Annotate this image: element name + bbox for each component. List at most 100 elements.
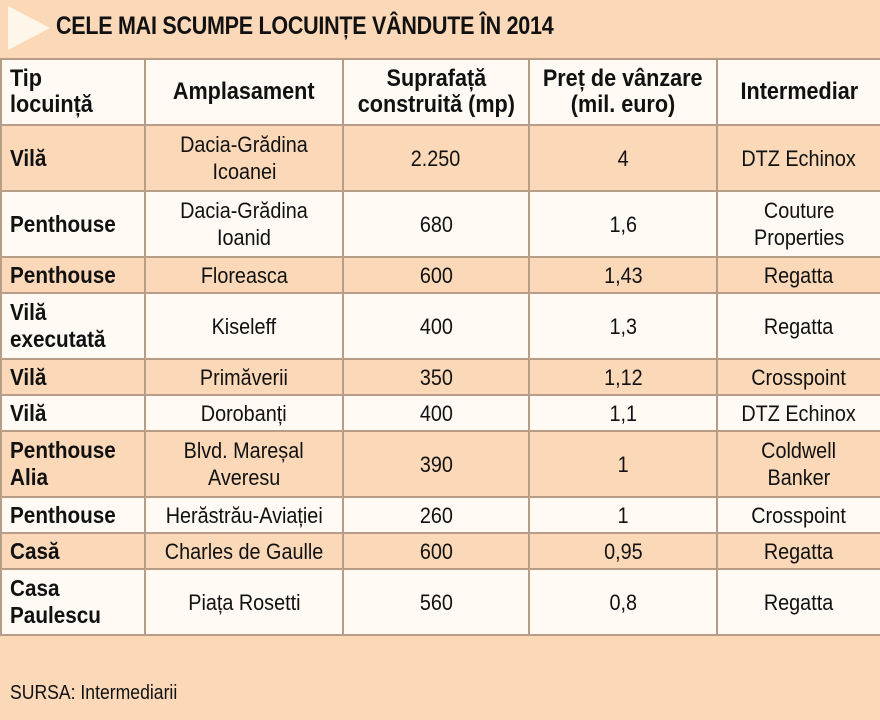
- cell-amplasament: Primăverii: [144, 358, 344, 396]
- cell-text: Dorobanți: [201, 400, 287, 426]
- cell-pret: 1,3: [528, 292, 718, 360]
- cell-text: Intermediar: [740, 78, 858, 105]
- cell-suprafata: 680: [342, 190, 530, 258]
- cell-pret: 1: [528, 496, 718, 534]
- table-row: Vilă Primăverii 350 1,12 Crosspoint: [0, 358, 880, 396]
- cell-amplasament: Kiseleff: [144, 292, 344, 360]
- table-row: Penthouse Floreasca 600 1,43 Regatta: [0, 256, 880, 294]
- cell-text: Vilă: [10, 144, 47, 171]
- cell-text: 400: [419, 313, 453, 339]
- cell-text: Dacia-Grădina: [180, 132, 308, 157]
- cell-suprafata: 260: [342, 496, 530, 534]
- cell-tip: Casa Paulescu: [0, 568, 146, 636]
- table-row: Vilă Dacia-Grădina Icoanei 2.250 4 DTZ Echino…: [0, 124, 880, 192]
- cell-suprafata: 390: [342, 430, 530, 498]
- cell-text: Primăverii: [199, 364, 289, 390]
- cell-text: 350: [419, 364, 453, 390]
- cell-pret: 0,95: [528, 532, 718, 570]
- table-row: Casă Charles de Gaulle 600 0,95 Regatta: [0, 532, 880, 570]
- cell-text: Penthouse: [10, 501, 116, 528]
- cell-tip: Casă: [0, 532, 146, 570]
- cell-text: Penthouse: [10, 261, 116, 288]
- cell-text: Paulescu: [10, 602, 101, 628]
- cell-text: Couture: [763, 198, 835, 223]
- cell-text: 1: [617, 451, 629, 477]
- cell-text: Floreasca: [200, 262, 288, 288]
- cell-text: Kiseleff: [211, 313, 277, 339]
- cell-intermediar: Regatta: [716, 568, 880, 636]
- cell-text: Blvd. Mareșal: [184, 438, 304, 463]
- cell-pret: 4: [528, 124, 718, 192]
- cell-text: 2.250: [411, 145, 461, 171]
- cell-suprafata: 400: [342, 394, 530, 432]
- cell-text: Regatta: [764, 589, 834, 615]
- cell-text: 260: [419, 502, 453, 528]
- cell-text: Averesu: [207, 465, 281, 490]
- cell-text: Penthouse: [10, 210, 116, 237]
- cell-amplasament: Piața Rosetti: [144, 568, 344, 636]
- cell-intermediar: Regatta: [716, 292, 880, 360]
- cell-text: 600: [419, 262, 453, 288]
- cell-text: Ioanid: [217, 225, 271, 250]
- cell-text: Casă: [10, 537, 60, 564]
- cell-amplasament: Blvd. Mareșal Averesu: [144, 430, 344, 498]
- cell-text: 1,1: [609, 400, 637, 426]
- cell-text: Penthouse: [10, 437, 116, 463]
- cell-amplasament: Herăstrău-Aviației: [144, 496, 344, 534]
- header-tip-locuinta: Tip locuință: [0, 58, 146, 126]
- cell-pret: 1,43: [528, 256, 718, 294]
- cell-tip: Penthouse Alia: [0, 430, 146, 498]
- cell-text: Suprafață: [386, 65, 486, 92]
- cell-tip: Penthouse: [0, 256, 146, 294]
- cell-text: Amplasament: [173, 78, 315, 105]
- cell-text: Vilă: [10, 299, 47, 325]
- cell-text: 1,6: [609, 211, 637, 237]
- cell-pret: 1: [528, 430, 718, 498]
- table-row: Vilă Dorobanți 400 1,1 DTZ Echinox: [0, 394, 880, 432]
- cell-suprafata: 400: [342, 292, 530, 360]
- cell-text: 1: [617, 502, 629, 528]
- cell-intermediar: Coldwell Banker: [716, 430, 880, 498]
- cell-text: Regatta: [764, 313, 834, 339]
- cell-text: 560: [419, 589, 453, 615]
- cell-text: Icoanei: [212, 159, 276, 184]
- cell-intermediar: Regatta: [716, 532, 880, 570]
- cell-text: 600: [419, 538, 453, 564]
- cell-text: Regatta: [764, 262, 834, 288]
- cell-tip: Vilă executată: [0, 292, 146, 360]
- cell-tip: Vilă: [0, 394, 146, 432]
- cell-text: 1,3: [609, 313, 637, 339]
- cell-text: executată: [10, 326, 106, 352]
- header-suprafata: Suprafață construită (mp): [342, 58, 530, 126]
- cell-text: DTZ Echinox: [741, 145, 857, 171]
- cell-amplasament: Dacia-Grădina Icoanei: [144, 124, 344, 192]
- header-pret: Preț de vânzare (mil. euro): [528, 58, 718, 126]
- cell-text: Dacia-Grădina: [180, 198, 308, 223]
- cell-text: Vilă: [10, 363, 47, 390]
- source-note: SURSA: Intermediarii: [10, 682, 178, 704]
- cell-intermediar: Couture Properties: [716, 190, 880, 258]
- cell-text: 0,8: [609, 589, 637, 615]
- cell-text: Casa: [10, 575, 60, 601]
- cell-text: Vilă: [10, 399, 47, 426]
- cell-text: Preț de vânzare: [543, 65, 703, 92]
- table-row: Vilă executată Kiseleff 400 1,3 Regatta: [0, 292, 880, 360]
- cell-text: Crosspoint: [751, 364, 847, 390]
- chart-title: CELE MAI SCUMPE LOCUINȚE VÂNDUTE ÎN 2014: [56, 12, 554, 40]
- cell-pret: 1,1: [528, 394, 718, 432]
- cell-suprafata: 2.250: [342, 124, 530, 192]
- cell-tip: Vilă: [0, 124, 146, 192]
- cell-suprafata: 560: [342, 568, 530, 636]
- cell-amplasament: Charles de Gaulle: [144, 532, 344, 570]
- table-row: Penthouse Herăstrău-Aviației 260 1 Crosspoin…: [0, 496, 880, 534]
- table-row: Penthouse Dacia-Grădina Ioanid 680 1,6 Coutur…: [0, 190, 880, 258]
- cell-amplasament: Dacia-Grădina Ioanid: [144, 190, 344, 258]
- cell-text: 0,95: [603, 538, 643, 564]
- cell-intermediar: Crosspoint: [716, 358, 880, 396]
- cell-suprafata: 350: [342, 358, 530, 396]
- cell-text: 680: [419, 211, 453, 237]
- cell-pret: 1,6: [528, 190, 718, 258]
- cell-text: DTZ Echinox: [741, 400, 857, 426]
- data-table: Tip locuință Amplasament Suprafață construi…: [0, 58, 880, 636]
- cell-text: 400: [419, 400, 453, 426]
